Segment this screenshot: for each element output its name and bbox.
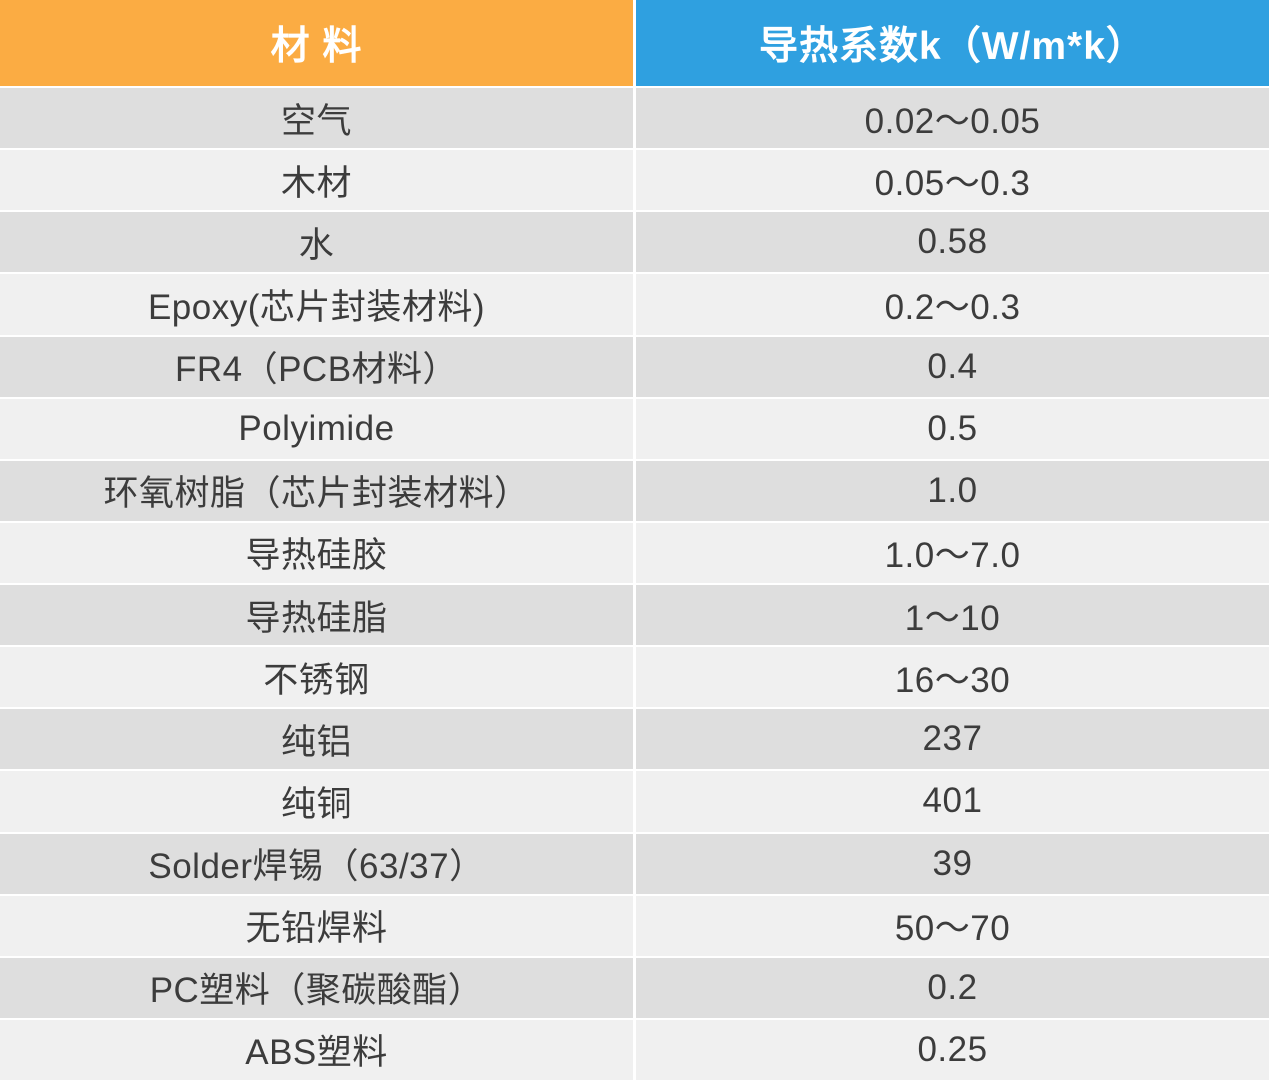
- table-row: FR4（PCB材料） 0.4: [0, 336, 1269, 397]
- conductivity-value-cell: 0.05～0.3: [636, 150, 1269, 211]
- table-row: PC塑料（聚碳酸酯） 0.2: [0, 957, 1269, 1018]
- conductivity-value-cell: 0.25: [636, 1019, 1269, 1080]
- material-cell: 水: [0, 212, 633, 273]
- material-cell: Polyimide: [0, 398, 633, 459]
- conductivity-value-cell: 0.5: [636, 398, 1269, 459]
- header-cell-material: 材 料: [0, 0, 633, 86]
- conductivity-value-cell: 0.2～0.3: [636, 274, 1269, 335]
- table-row: 纯铜 401: [0, 771, 1269, 832]
- material-cell: 导热硅胶: [0, 522, 633, 583]
- conductivity-value-cell: 237: [636, 709, 1269, 770]
- conductivity-value-cell: 39: [636, 833, 1269, 894]
- material-cell: FR4（PCB材料）: [0, 336, 633, 397]
- material-cell: 导热硅脂: [0, 585, 633, 646]
- material-cell: 纯铜: [0, 771, 633, 832]
- conductivity-value-cell: 0.4: [636, 336, 1269, 397]
- table-row: 导热硅脂 1～10: [0, 585, 1269, 646]
- table-row: Epoxy(芯片封装材料) 0.2～0.3: [0, 274, 1269, 335]
- header-row: 材 料 导热系数k（W/m*k）: [0, 0, 1269, 86]
- conductivity-value-cell: 1.0: [636, 460, 1269, 521]
- table-row: 导热硅胶 1.0～7.0: [0, 522, 1269, 583]
- table-row: 无铅焊料 50～70: [0, 895, 1269, 956]
- table-row: 纯铝 237: [0, 709, 1269, 770]
- material-cell: 无铅焊料: [0, 895, 633, 956]
- conductivity-value-cell: 0.2: [636, 957, 1269, 1018]
- material-cell: ABS塑料: [0, 1019, 633, 1080]
- material-cell: Epoxy(芯片封装材料): [0, 274, 633, 335]
- conductivity-value-cell: 401: [636, 771, 1269, 832]
- table-row: Polyimide 0.5: [0, 398, 1269, 459]
- table-row: 水 0.58: [0, 212, 1269, 273]
- material-cell: PC塑料（聚碳酸酯）: [0, 957, 633, 1018]
- material-cell: 不锈钢: [0, 647, 633, 708]
- conductivity-value-cell: 0.58: [636, 212, 1269, 273]
- conductivity-value-cell: 16～30: [636, 647, 1269, 708]
- table-row: 不锈钢 16～30: [0, 647, 1269, 708]
- conductivity-value-cell: 1～10: [636, 585, 1269, 646]
- table-row: ABS塑料 0.25: [0, 1019, 1269, 1080]
- material-cell: Solder焊锡（63/37）: [0, 833, 633, 894]
- header-cell-conductivity: 导热系数k（W/m*k）: [636, 0, 1269, 86]
- conductivity-value-cell: 50～70: [636, 895, 1269, 956]
- material-cell: 环氧树脂（芯片封装材料）: [0, 460, 633, 521]
- table-row: 空气 0.02～0.05: [0, 88, 1269, 149]
- material-cell: 纯铝: [0, 709, 633, 770]
- conductivity-value-cell: 0.02～0.05: [636, 88, 1269, 149]
- table-row: 环氧树脂（芯片封装材料） 1.0: [0, 460, 1269, 521]
- conductivity-value-cell: 1.0～7.0: [636, 522, 1269, 583]
- table-row: 木材 0.05～0.3: [0, 150, 1269, 211]
- material-cell: 木材: [0, 150, 633, 211]
- table-row: Solder焊锡（63/37） 39: [0, 833, 1269, 894]
- material-cell: 空气: [0, 88, 633, 149]
